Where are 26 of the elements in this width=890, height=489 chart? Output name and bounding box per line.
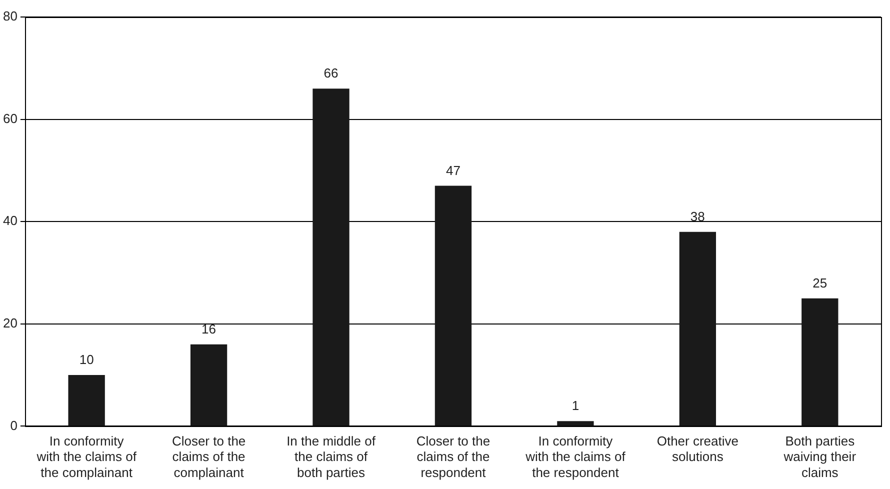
x-tick-label: Closer to the claims of the complainant	[172, 434, 246, 480]
x-tick-label: In the middle of the claims of both parties	[286, 434, 376, 480]
bar	[434, 186, 472, 426]
data-label: 16	[202, 321, 216, 336]
bar	[190, 344, 228, 426]
bar	[312, 88, 350, 426]
y-tick-label: 80	[2, 8, 18, 24]
data-label: 66	[324, 66, 338, 81]
bar	[68, 375, 105, 426]
data-label: 38	[690, 208, 705, 224]
data-label: 1	[572, 398, 580, 414]
bar	[679, 232, 716, 426]
bar	[557, 421, 594, 426]
y-tick-label: 60	[2, 110, 18, 126]
data-label: 47	[446, 162, 460, 178]
y-tick-label: 40	[2, 213, 18, 228]
data-label: 10	[79, 352, 94, 368]
x-tick-label: In conformity with the claims of the respondent	[524, 434, 626, 480]
x-tick-label: Closer to the claims of the respondent	[416, 434, 490, 480]
data-label: 25	[812, 275, 828, 290]
y-tick-label: 0	[10, 418, 18, 433]
bar	[802, 298, 838, 426]
x-tick-label: Other creative solutions	[656, 434, 738, 464]
x-tick-label: Both parties waiving their claims	[782, 434, 857, 480]
y-tick-label: 20	[2, 315, 18, 330]
x-tick-label: In conformity with the claims of the complainant	[36, 434, 137, 480]
